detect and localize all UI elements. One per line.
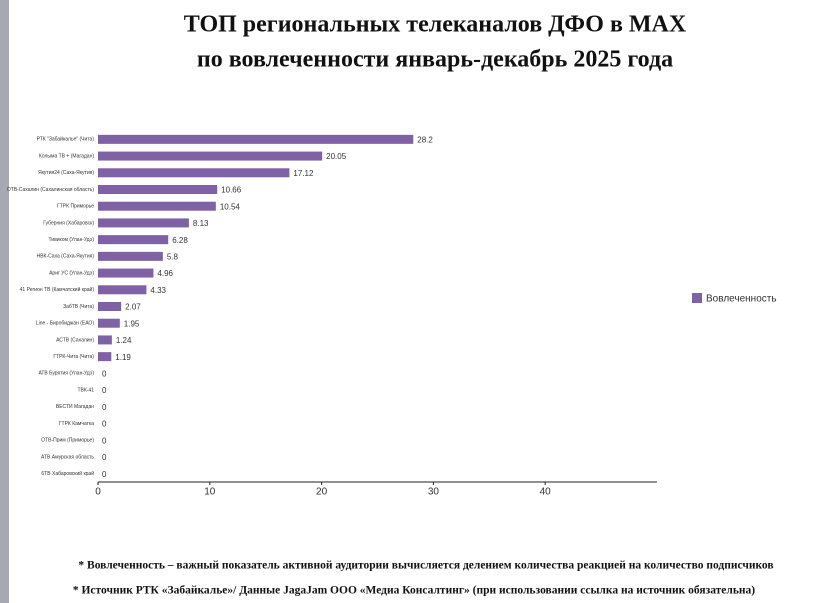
y-tick-label: 41 Регион ТВ (Камчатский край) (20, 286, 95, 293)
value-label: 0 (102, 453, 107, 462)
value-label: 17.12 (293, 169, 314, 178)
bar (98, 151, 323, 161)
value-label: 20.05 (326, 152, 347, 161)
y-tick-label: ОТВ-Прим (Приморье) (41, 438, 94, 444)
legend-swatch (692, 293, 702, 303)
y-tick-label: ГТРК Камчатка (59, 421, 94, 427)
chart-title: ТОП региональных телеканалов ДФО в MAX (184, 12, 687, 38)
footnote: * Вовлеченность – важный показатель акти… (78, 560, 773, 572)
value-label: 8.13 (193, 219, 209, 228)
source-note: * Источник РТК «Забайкалье»/ Данные Jaga… (73, 585, 755, 597)
y-tick-label: Губерния (Хабаровск) (43, 220, 94, 226)
bar (98, 134, 414, 144)
bar (98, 285, 147, 295)
x-tick-label: 0 (95, 487, 101, 498)
y-tick-label: ОТВ-Сахалин (Сахалинская область) (7, 187, 94, 193)
y-tick-label: ВЕСТИ Магадан (56, 404, 94, 410)
value-label: 0 (102, 386, 107, 395)
x-tick-label: 20 (316, 487, 328, 498)
y-tick-label: Line - Биробиджан (ЕАО) (36, 321, 94, 327)
y-tick-label: НВК-Саха (Саха-Якутия) (37, 254, 95, 260)
y-tick-label: ГТРК-Чита (Чита) (53, 354, 94, 360)
value-label: 4.96 (157, 269, 173, 278)
value-label: 5.8 (167, 252, 179, 261)
y-tick-label: АТВ Бурятия (Улан-Удэ) (38, 371, 94, 377)
y-tick-label: ТВК-41 (77, 387, 94, 393)
value-label: 0 (102, 403, 107, 412)
bar (98, 302, 122, 311)
value-label: 0 (102, 436, 107, 445)
y-tick-label: Тивиком (Улан-Удэ) (48, 237, 94, 243)
legend-label: Вовлеченность (706, 294, 777, 305)
value-label: 1.24 (116, 336, 132, 345)
y-tick-label: РТК "Забайкалье" (Чита) (37, 136, 95, 143)
y-tick-label: ЗабТВ (Чита) (63, 304, 94, 310)
value-label: 28.2 (417, 135, 433, 144)
y-tick-label: Якутия24 (Саха-Якутия) (38, 170, 94, 176)
y-tick-label: 6ТВ Хабаровский край (41, 470, 94, 477)
bar (98, 352, 112, 362)
value-label: 10.54 (220, 202, 241, 211)
bar (98, 318, 120, 328)
y-tick-label: Колыма ТВ + (Магадан) (39, 153, 94, 159)
bar (98, 218, 189, 228)
x-tick-label: 10 (204, 487, 216, 498)
y-tick-label: АТВ Амурская область (41, 454, 94, 460)
bar (98, 335, 112, 345)
value-label: 0 (102, 470, 107, 479)
chart-subtitle: по вовлеченности январь-декабрь 2025 год… (197, 47, 673, 73)
y-tick-label: АСТВ (Сахалин) (56, 337, 94, 343)
y-tick-label: Ариг УС (Улан-Удэ) (49, 270, 94, 276)
value-label: 0 (102, 369, 107, 378)
value-label: 0 (102, 420, 107, 429)
bar (98, 268, 154, 278)
x-tick-label: 30 (428, 487, 440, 498)
value-label: 1.95 (124, 319, 140, 328)
value-label: 10.66 (221, 186, 242, 195)
bar (98, 251, 163, 261)
value-label: 4.33 (150, 286, 166, 295)
bar (98, 201, 216, 211)
x-tick-label: 40 (540, 487, 552, 498)
bar (98, 235, 169, 245)
bar (98, 185, 218, 194)
value-label: 2.07 (125, 303, 141, 312)
y-tick-label: ГТРК Приморье (57, 204, 94, 210)
value-label: 6.28 (172, 236, 188, 245)
value-label: 1.19 (115, 353, 131, 362)
bar (98, 168, 290, 178)
side-strip (0, 0, 9, 603)
